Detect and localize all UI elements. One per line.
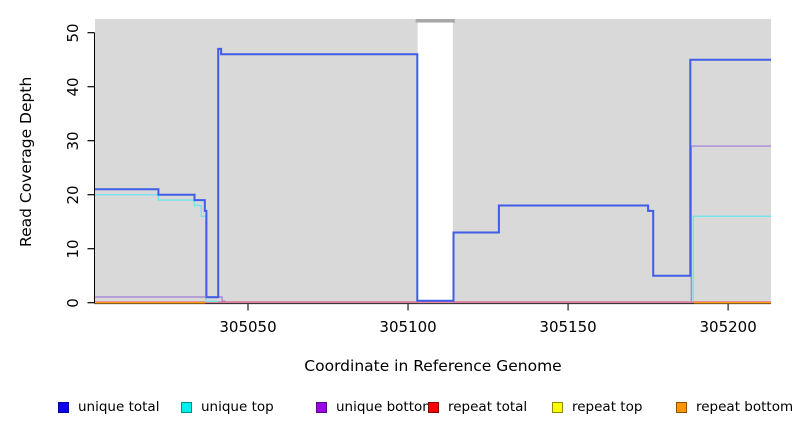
legend-item-repeat-total: repeat total [428, 396, 527, 418]
legend-swatch-repeat-bottom-icon [676, 401, 687, 413]
legend-label: unique bottom [336, 399, 436, 415]
x-tick-label: 305100 [379, 318, 437, 336]
x-tick-label: 305150 [539, 318, 597, 336]
y-tick-label: 10 [64, 239, 82, 259]
y-tick-label: 40 [64, 77, 82, 97]
gap-region [417, 22, 453, 304]
legend-item-unique-top: unique top [181, 396, 274, 418]
legend-item-repeat-bottom: repeat bottom [676, 396, 792, 418]
legend-label: repeat total [448, 399, 528, 415]
legend-swatch-unique-top-icon [181, 401, 192, 413]
x-tick-label: 305200 [699, 318, 757, 336]
legend: unique total unique top unique bottom re… [0, 396, 792, 420]
series-unique-bottom [95, 296, 226, 302]
legend-swatch-unique-bottom-icon [316, 401, 327, 413]
y-tick-label: 20 [64, 185, 82, 205]
legend-item-unique-total: unique total [58, 396, 159, 418]
legend-swatch-repeat-total-icon [428, 401, 439, 413]
series-unique-top [692, 215, 771, 302]
legend-swatch-unique-total-icon [58, 401, 69, 413]
legend-item-repeat-top: repeat top [552, 396, 642, 418]
gap-region-cap [415, 19, 455, 23]
legend-label: unique top [201, 399, 274, 415]
legend-label: repeat bottom [696, 399, 792, 415]
x-axis-title: Coordinate in Reference Genome [304, 357, 562, 375]
legend-swatch-repeat-top-icon [552, 401, 563, 413]
y-tick-label: 0 [64, 297, 82, 308]
legend-item-unique-bottom: unique bottom [316, 396, 435, 418]
x-tick-label: 305050 [219, 318, 277, 336]
legend-label: repeat top [572, 399, 643, 415]
y-axis-title: Read Coverage Depth [17, 76, 35, 247]
y-tick-label: 50 [64, 23, 82, 43]
legend-label: unique total [78, 399, 160, 415]
y-tick-label: 30 [64, 131, 82, 151]
series-unique-total [95, 47, 771, 302]
